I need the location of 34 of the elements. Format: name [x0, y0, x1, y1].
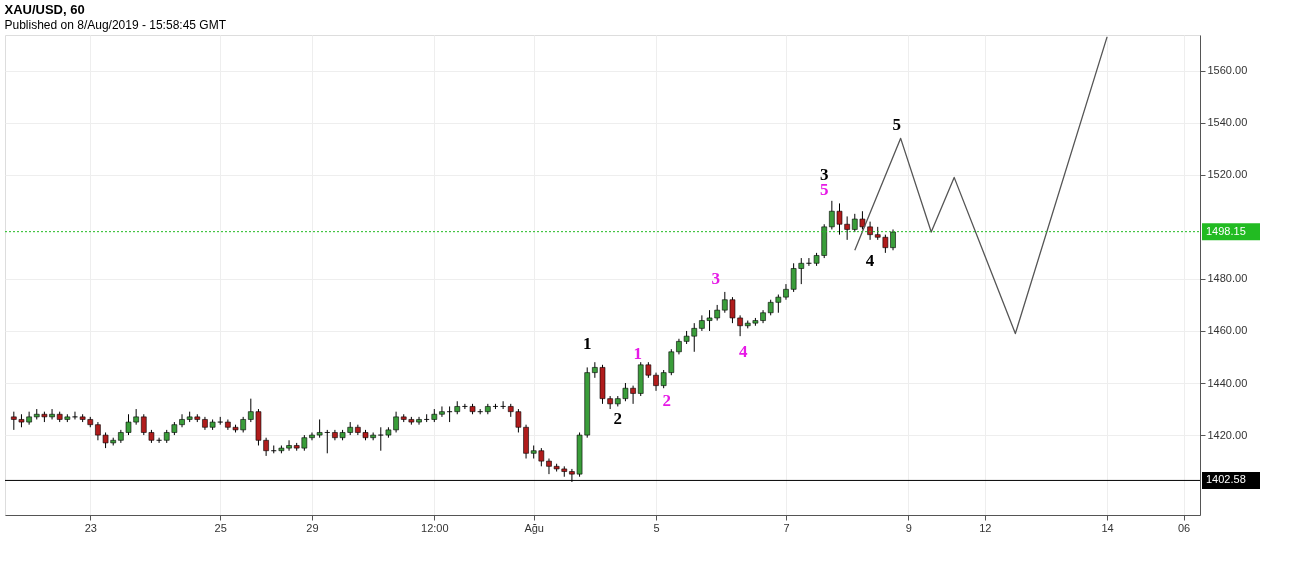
ref-line-label: 1402.58 — [1206, 473, 1246, 486]
annotation: 4 — [865, 250, 875, 270]
y-tick-label: 1480.00 — [1207, 272, 1248, 285]
candlestick — [377, 426, 384, 452]
annotation: 2 — [662, 391, 671, 411]
ref-line-label: 1498.15 — [1206, 224, 1246, 237]
x-tick-label: Ağu — [524, 521, 544, 534]
x-tick-label: 25 — [214, 521, 227, 534]
x-tick-label: 06 — [1177, 521, 1191, 534]
y-tick-label: 1540.00 — [1207, 116, 1248, 129]
candlestick — [72, 411, 78, 420]
chart-title: XAU/USD, 60 — [4, 2, 85, 17]
annotation: 1 — [633, 344, 642, 364]
annotation: 5 — [892, 115, 902, 135]
x-tick-label: 23 — [84, 521, 97, 534]
x-tick-label: 12 — [979, 521, 992, 534]
x-tick-label: 29 — [306, 521, 319, 534]
annotation: 4 — [738, 341, 748, 361]
candlestick — [439, 405, 445, 418]
y-tick-label: 1420.00 — [1207, 428, 1248, 441]
x-tick-label: 14 — [1101, 521, 1114, 534]
y-tick-label: 1440.00 — [1207, 376, 1248, 389]
y-tick-label: 1560.00 — [1207, 64, 1248, 77]
y-tick-label: 1520.00 — [1207, 168, 1248, 181]
annotation: 3 — [711, 268, 720, 288]
text: Published on 8/Aug/2019 - 15:58:45 GMT — [4, 18, 227, 32]
annotation: 1 — [582, 333, 592, 353]
x-tick-label: 12:00 — [421, 521, 449, 534]
line-series — [854, 36, 1108, 335]
x-tick-label: 5 — [653, 521, 660, 534]
x-tick-label: 9 — [905, 521, 912, 534]
x-tick-label: 7 — [783, 521, 790, 534]
annotation: 2 — [613, 409, 623, 429]
y-tick-label: 1460.00 — [1207, 324, 1248, 337]
